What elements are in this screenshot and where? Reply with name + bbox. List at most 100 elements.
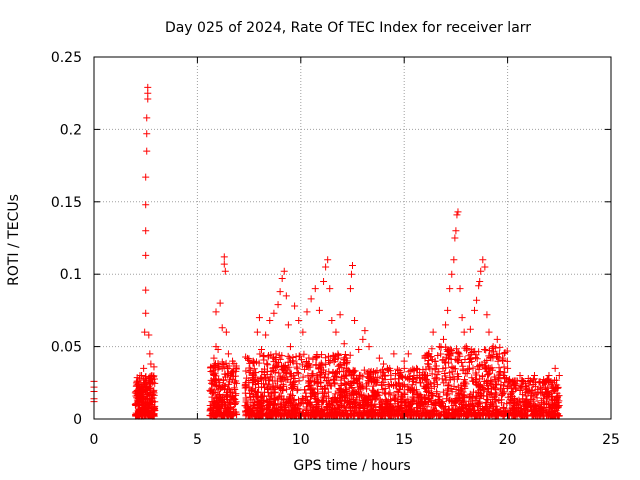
roti-point [141, 328, 149, 336]
roti-point [229, 410, 237, 418]
roti-point [538, 389, 546, 397]
roti-point [291, 375, 299, 383]
roti-point [270, 400, 278, 408]
roti-point [142, 251, 150, 259]
roti-point [232, 391, 240, 399]
roti-point [461, 369, 469, 377]
roti-point [330, 358, 338, 366]
roti-point [377, 406, 385, 414]
roti-point [493, 335, 501, 343]
roti-point [450, 401, 458, 409]
roti-point [209, 380, 217, 388]
roti-point [269, 407, 277, 415]
roti-point [424, 389, 432, 397]
roti-point [429, 328, 437, 336]
roti-point [400, 364, 408, 372]
roti-point [459, 362, 467, 370]
roti-point [475, 365, 483, 373]
roti-point [385, 382, 393, 390]
roti-point [395, 402, 403, 410]
roti-point [279, 399, 287, 407]
roti-point [276, 372, 284, 380]
roti-point [349, 262, 356, 270]
roti-point [328, 406, 336, 414]
roti-point [267, 368, 275, 376]
roti-point [452, 227, 460, 235]
roti-point [385, 390, 393, 398]
roti-point [493, 410, 501, 418]
roti-point [226, 372, 234, 380]
roti-point [133, 396, 141, 404]
roti-point [221, 412, 229, 420]
roti-point [468, 374, 476, 382]
roti-point [378, 372, 386, 380]
roti-point [228, 368, 236, 376]
roti-point [349, 403, 357, 411]
roti-point [487, 399, 495, 407]
roti-point [258, 403, 266, 411]
roti-point [253, 328, 261, 336]
roti-point [405, 411, 413, 419]
roti-point [287, 384, 295, 392]
roti-point [279, 366, 287, 374]
roti-point [497, 396, 505, 404]
roti-point [451, 398, 459, 406]
roti-point [537, 385, 545, 393]
roti-point [350, 374, 358, 382]
roti-point [308, 370, 316, 378]
roti-point [443, 346, 451, 354]
roti-point [147, 372, 155, 380]
roti-point [312, 354, 320, 362]
roti-point [274, 405, 282, 413]
roti-point [446, 285, 454, 293]
roti-point [450, 365, 458, 373]
roti-point [300, 350, 308, 358]
roti-point [433, 381, 441, 389]
roti-point [539, 379, 547, 387]
roti-point [142, 309, 150, 317]
roti-point [142, 286, 150, 294]
roti-point [528, 411, 536, 419]
roti-point [141, 404, 149, 412]
roti-point [341, 351, 349, 359]
roti-point [522, 397, 530, 405]
roti-point [133, 379, 141, 387]
roti-point [469, 364, 477, 372]
roti-point [469, 401, 477, 409]
roti-point [335, 352, 343, 360]
roti-point [483, 357, 491, 365]
roti-point [453, 211, 461, 219]
roti-point [485, 352, 493, 360]
roti-point [267, 351, 275, 359]
roti-point [224, 350, 232, 358]
roti-point [435, 398, 443, 406]
roti-point [413, 399, 421, 407]
roti-point [375, 354, 383, 362]
roti-point [366, 375, 374, 383]
roti-point [369, 382, 377, 390]
roti-point [331, 390, 339, 398]
roti-point [210, 411, 218, 419]
roti-point [150, 389, 158, 397]
roti-point [327, 406, 335, 414]
roti-point [378, 381, 386, 389]
roti-point [380, 360, 388, 368]
roti-point [549, 401, 557, 409]
roti-point [148, 372, 156, 380]
roti-point [526, 400, 534, 408]
roti-point [445, 396, 453, 404]
roti-point [218, 364, 226, 372]
roti-point [424, 396, 432, 404]
roti-point [428, 345, 436, 353]
roti-point [494, 357, 502, 365]
roti-point [325, 356, 333, 364]
roti-point [428, 392, 436, 400]
roti-point [147, 412, 155, 420]
x-tick-label: 25 [602, 432, 620, 448]
roti-point [505, 376, 513, 384]
roti-point [135, 383, 143, 391]
roti-point [368, 391, 376, 399]
roti-point [321, 384, 329, 392]
roti-point [495, 350, 503, 358]
roti-point [148, 398, 156, 406]
